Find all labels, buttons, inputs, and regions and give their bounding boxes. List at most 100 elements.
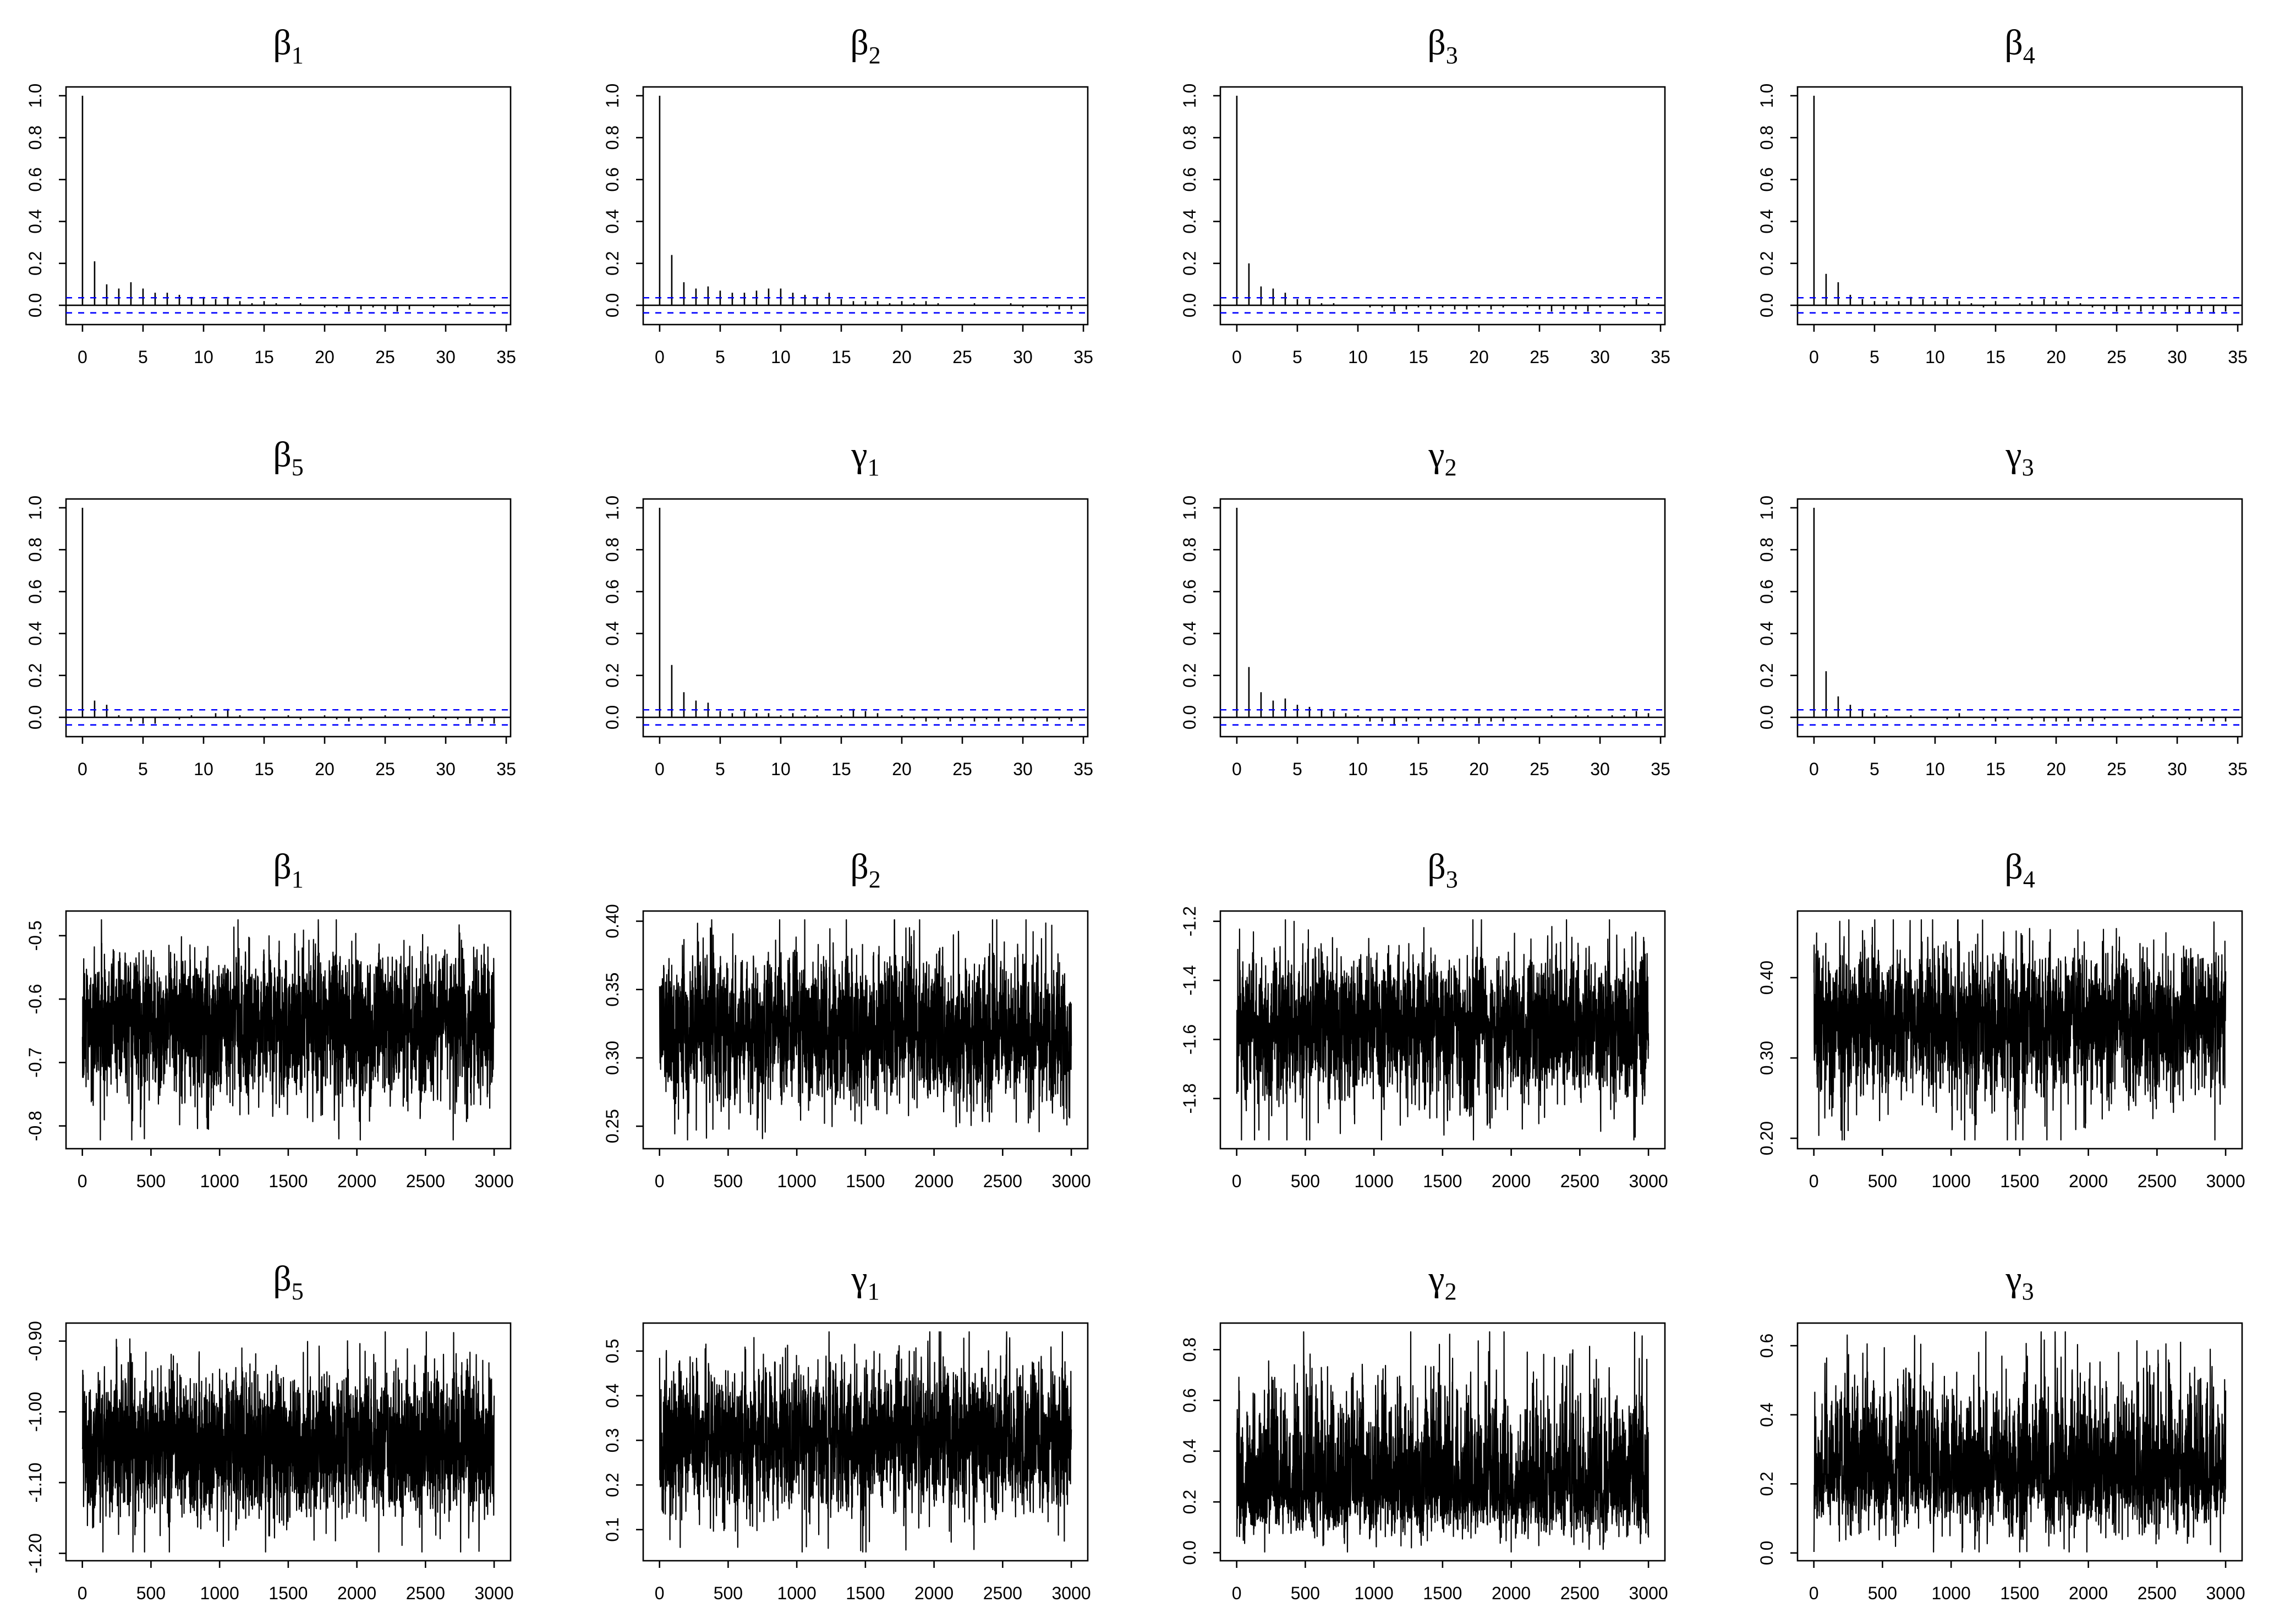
y-tick-label: 0.20 bbox=[1757, 1121, 1777, 1155]
x-tick-label: 30 bbox=[1590, 347, 1610, 367]
title-symbol: β bbox=[273, 847, 292, 887]
x-tick-label: 1500 bbox=[846, 1171, 885, 1191]
y-tick-label: -0.7 bbox=[25, 1047, 45, 1078]
x-tick-label: 0 bbox=[1809, 347, 1819, 367]
y-tick-label: 0.4 bbox=[602, 621, 622, 645]
x-tick-label: 0 bbox=[1232, 347, 1242, 367]
x-tick-label: 0 bbox=[78, 759, 87, 779]
x-tick-label: 0 bbox=[655, 759, 665, 779]
title-symbol: γ bbox=[1428, 435, 1444, 475]
title-symbol: β bbox=[2004, 847, 2023, 887]
y-tick-label: 0.35 bbox=[602, 973, 622, 1007]
y-tick-label: 0.30 bbox=[1757, 1041, 1777, 1075]
y-tick-label: 0.4 bbox=[1180, 209, 1199, 233]
x-tick-label: 0 bbox=[655, 347, 665, 367]
y-tick-label: 0.6 bbox=[1757, 167, 1777, 191]
y-tick-label: 0.0 bbox=[1180, 705, 1199, 729]
x-tick-label: 0 bbox=[1809, 1583, 1819, 1603]
y-tick-label: 0.0 bbox=[1180, 293, 1199, 317]
y-tick-label: 0.8 bbox=[602, 125, 622, 150]
y-tick-label: 0.6 bbox=[1180, 579, 1199, 603]
trace-line bbox=[1813, 919, 2227, 1141]
y-tick-label: 1.0 bbox=[1180, 84, 1199, 108]
y-tick-label: 1.0 bbox=[1757, 496, 1777, 520]
panel-title: β2 bbox=[850, 23, 881, 69]
title-subscript: 5 bbox=[292, 454, 304, 481]
title-subscript: 4 bbox=[2023, 42, 2035, 69]
y-tick-label: 0.25 bbox=[602, 1109, 622, 1143]
x-tick-label: 3000 bbox=[1629, 1171, 1668, 1191]
plot-frame bbox=[1796, 498, 2243, 738]
x-tick-label: 20 bbox=[2046, 347, 2066, 367]
title-symbol: γ bbox=[851, 435, 867, 475]
panel-title: β4 bbox=[2004, 847, 2035, 893]
plot-frame bbox=[65, 498, 512, 738]
acf-panel: β4 0 5 10 15 20 25 30 35 0.0 0.2 0.4 0.6 0.8 1.0 bbox=[1757, 23, 2248, 367]
x-tick-label: 3000 bbox=[2206, 1583, 2245, 1603]
x-tick-label: 0 bbox=[1809, 1171, 1819, 1191]
title-subscript: 5 bbox=[292, 1278, 304, 1305]
x-tick-label: 20 bbox=[1469, 347, 1489, 367]
title-symbol: β bbox=[273, 435, 292, 475]
x-tick-label: 10 bbox=[771, 759, 791, 779]
x-tick-label: 2500 bbox=[983, 1583, 1022, 1603]
x-tick-label: 0 bbox=[78, 1171, 87, 1191]
y-tick-label: 0.4 bbox=[1757, 209, 1777, 233]
y-tick-label: 0.2 bbox=[1757, 1472, 1777, 1496]
trace-line bbox=[1236, 919, 1650, 1141]
trace-panel: γ3 0 500 1000 1500 2000 2500 3000 0.0 0.2 0.4 0.6 bbox=[1757, 1259, 2245, 1603]
x-tick-label: 1500 bbox=[269, 1583, 308, 1603]
x-tick-label: 10 bbox=[194, 347, 213, 367]
y-tick-label: 0.30 bbox=[602, 1041, 622, 1075]
x-tick-label: 0 bbox=[78, 347, 87, 367]
y-tick-label: 1.0 bbox=[602, 496, 622, 520]
y-tick-label: 0.0 bbox=[25, 293, 45, 317]
trace-panel: β1 0 500 1000 1500 2000 2500 3000 -0.8 -0.7 -0.6 -0… bbox=[25, 847, 514, 1191]
y-tick-label: 0.6 bbox=[25, 579, 45, 603]
x-tick-label: 500 bbox=[714, 1171, 743, 1191]
y-tick-label: 1.0 bbox=[25, 496, 45, 520]
trace-line bbox=[1236, 1331, 1650, 1553]
x-tick-label: 10 bbox=[1925, 347, 1945, 367]
title-subscript: 2 bbox=[869, 866, 881, 893]
title-subscript: 2 bbox=[1445, 454, 1457, 481]
x-tick-label: 25 bbox=[375, 347, 395, 367]
plot-frame bbox=[1219, 498, 1666, 738]
x-tick-label: 35 bbox=[2228, 347, 2248, 367]
x-tick-label: 5 bbox=[1870, 759, 1880, 779]
panel-title: β1 bbox=[273, 23, 304, 69]
y-tick-label: 0.8 bbox=[1757, 537, 1777, 562]
x-tick-label: 5 bbox=[715, 347, 725, 367]
y-tick-label: 0.6 bbox=[1180, 1388, 1199, 1412]
trace-line bbox=[81, 919, 495, 1141]
y-tick-label: 0.2 bbox=[602, 663, 622, 688]
x-tick-label: 35 bbox=[496, 347, 516, 367]
trace-panel: β2 0 500 1000 1500 2000 2500 3000 0.25 0.30 0.35 0.… bbox=[602, 847, 1091, 1191]
x-tick-label: 20 bbox=[892, 347, 912, 367]
title-subscript: 3 bbox=[1446, 866, 1458, 893]
x-tick-label: 2500 bbox=[2138, 1171, 2177, 1191]
y-tick-label: 0.8 bbox=[25, 125, 45, 150]
trace-line bbox=[1813, 1331, 2227, 1553]
y-tick-label: 0.2 bbox=[1180, 663, 1199, 688]
x-tick-label: 15 bbox=[254, 347, 274, 367]
x-tick-label: 2500 bbox=[983, 1171, 1022, 1191]
x-tick-label: 20 bbox=[315, 347, 335, 367]
x-tick-label: 5 bbox=[1292, 759, 1302, 779]
panel-title: γ2 bbox=[1428, 1259, 1456, 1305]
x-tick-label: 10 bbox=[771, 347, 791, 367]
y-tick-label: 0.6 bbox=[602, 167, 622, 191]
y-tick-label: 1.0 bbox=[1180, 496, 1199, 520]
x-tick-label: 500 bbox=[136, 1171, 166, 1191]
x-tick-label: 1000 bbox=[200, 1583, 239, 1603]
y-tick-label: 0.8 bbox=[1180, 537, 1199, 562]
x-tick-label: 30 bbox=[1013, 347, 1033, 367]
trace-line bbox=[659, 1331, 1072, 1553]
y-tick-label: 0.0 bbox=[25, 705, 45, 729]
acf-panel: γ30 5 10 15 20 25 30 350.00.20.40.60.81.0 bbox=[1757, 435, 2248, 779]
x-tick-label: 15 bbox=[1409, 347, 1428, 367]
x-tick-label: 2000 bbox=[337, 1171, 376, 1191]
plot-frame bbox=[1796, 86, 2243, 326]
y-tick-label: 0.0 bbox=[1757, 293, 1777, 317]
